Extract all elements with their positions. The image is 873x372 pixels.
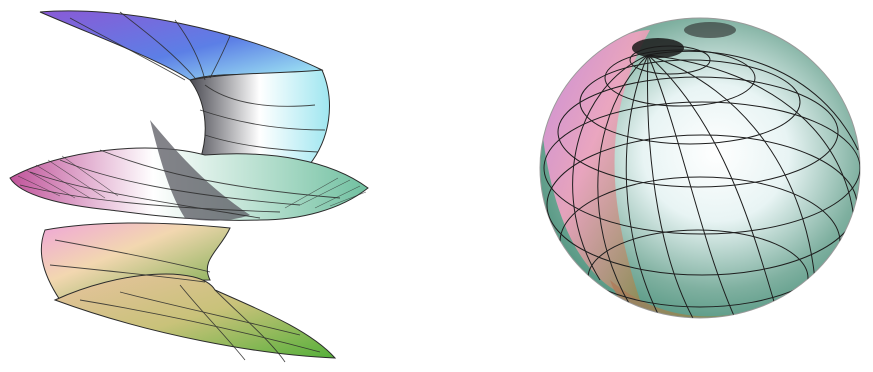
helicoid-figure — [0, 0, 400, 372]
gridded-sphere-icon — [539, 17, 861, 319]
twisted-ribbon-surface-icon — [9, 10, 369, 363]
sphere-figure — [530, 0, 873, 372]
